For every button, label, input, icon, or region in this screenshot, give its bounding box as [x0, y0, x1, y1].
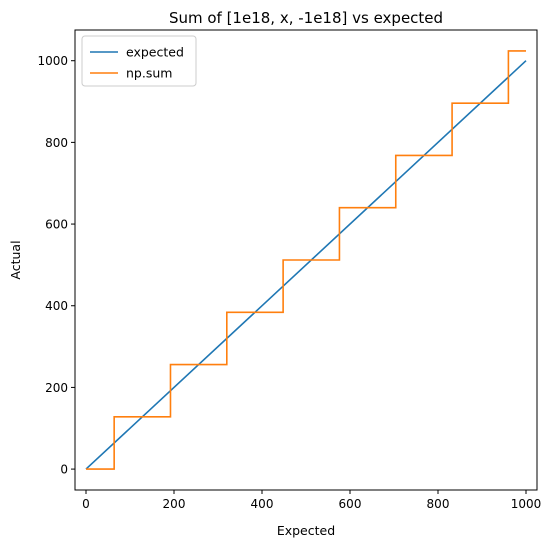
- x-tick-label: 600: [339, 497, 362, 511]
- legend-label: expected: [126, 45, 184, 60]
- x-tick-label: 200: [163, 497, 186, 511]
- y-tick-label: 400: [45, 299, 68, 313]
- x-axis-label: Expected: [277, 523, 335, 538]
- y-tick-label: 600: [45, 218, 68, 232]
- y-tick-label: 800: [45, 136, 68, 150]
- x-tick-label: 1000: [511, 497, 542, 511]
- chart-title: Sum of [1e18, x, -1e18] vs expected: [169, 9, 443, 27]
- x-tick-label: 400: [251, 497, 274, 511]
- series-line-expected: [85, 60, 527, 470]
- y-axis-ticks: 0 200 400 600 800 1000: [37, 54, 75, 477]
- y-tick-label: 200: [45, 381, 68, 395]
- x-tick-label: 800: [427, 497, 450, 511]
- y-tick-label: 1000: [37, 54, 68, 68]
- x-axis-ticks: 0 200 400 600 800 1000: [82, 490, 541, 511]
- plot-frame: [74, 29, 538, 491]
- legend-label: np.sum: [126, 66, 172, 81]
- y-axis-label: Actual: [8, 240, 23, 279]
- plot-area: [85, 50, 527, 470]
- series-line-np-sum: [86, 50, 526, 470]
- legend: expected np.sum: [81, 35, 197, 87]
- y-tick-label: 0: [60, 463, 68, 477]
- x-tick-label: 0: [82, 497, 90, 511]
